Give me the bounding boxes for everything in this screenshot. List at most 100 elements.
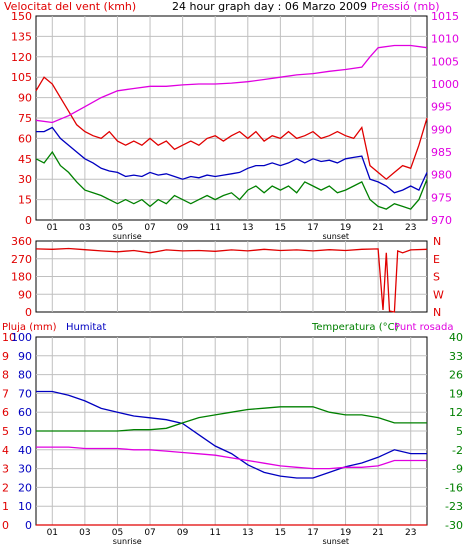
direction-panel-line (35, 247, 428, 313)
compass-tick-2: S (433, 271, 440, 284)
direction-y-tick-90: 90 (18, 288, 32, 301)
temperature-y-tick-40: 40 (449, 331, 463, 344)
temperature-y-tick--9: -9 (452, 463, 463, 476)
humidity-y-tick-10: 10 (18, 500, 32, 513)
temperature-y-tick-33: 33 (449, 350, 463, 363)
wind-panel-x-tick-23: 23 (405, 223, 416, 233)
compass-tick-4: N (433, 235, 441, 248)
humidity-y-tick-30: 30 (18, 463, 32, 476)
rain-y-tick-0: 0 (2, 519, 9, 532)
wind-speed-y-tick-60: 60 (18, 132, 32, 145)
rain-y-tick-2: 2 (2, 481, 9, 494)
wind-panel-sunset-label: sunset (322, 232, 349, 241)
wind-panel-x-tick-03: 03 (79, 223, 90, 233)
compass-tick-0: N (433, 306, 441, 319)
wind-panel-x-tick-15: 15 (275, 223, 286, 233)
wind-panel-x-tick-07: 07 (144, 223, 155, 233)
compass-tick-1: W (433, 288, 444, 301)
climate-panel-x-tick-09: 09 (177, 528, 189, 538)
rain-y-tick-4: 4 (2, 444, 9, 457)
dew-point-axis-title: Punt rosada (394, 322, 453, 333)
wind-panel-line-magenta (35, 44, 428, 124)
temperature-y-tick-12: 12 (449, 406, 463, 419)
wind-speed-y-tick-75: 75 (18, 112, 32, 125)
temperature-y-tick--2: -2 (452, 444, 463, 457)
wind-panel-x-tick-09: 09 (177, 223, 189, 233)
pressure-y-tick-1010: 1010 (431, 33, 459, 46)
pressure-axis-title: Pressió (mb) (371, 0, 440, 13)
wind-panel-line-green (35, 150, 428, 210)
rain-y-tick-1: 1 (2, 500, 9, 513)
climate-panel-x-tick-11: 11 (209, 528, 220, 538)
chart-title: 24 hour graph day : 06 Marzo 2009 (172, 0, 367, 13)
wind-panel-x-tick-21: 21 (372, 223, 383, 233)
direction-y-tick-270: 270 (11, 253, 32, 266)
pressure-y-tick-980: 980 (431, 169, 452, 182)
rain-y-tick-3: 3 (2, 463, 9, 476)
humidity-y-tick-70: 70 (18, 387, 32, 400)
rain-y-tick-5: 5 (2, 425, 9, 438)
humidity-y-tick-80: 80 (18, 369, 32, 382)
wind-panel-line-red (35, 76, 428, 181)
rain-y-tick-10: 10 (2, 331, 16, 344)
climate-panel-x-tick-17: 17 (307, 528, 318, 538)
climate-panel-x-tick-19: 19 (340, 528, 352, 538)
direction-y-tick-0: 0 (25, 306, 32, 319)
humidity-y-tick-100: 100 (11, 331, 32, 344)
climate-panel-sunrise-label: sunrise (113, 537, 142, 546)
pressure-y-tick-985: 985 (431, 146, 452, 159)
pressure-y-tick-1000: 1000 (431, 78, 459, 91)
wind-speed-axis-title: Velocitat del vent (kmh) (4, 0, 136, 13)
climate-panel-x-tick-05: 05 (112, 528, 123, 538)
humidity-y-tick-90: 90 (18, 350, 32, 363)
temperature-y-tick-5: 5 (456, 425, 463, 438)
wind-speed-y-tick-0: 0 (25, 214, 32, 227)
wind-speed-y-tick-105: 105 (11, 71, 32, 84)
pressure-y-tick-1015: 1015 (431, 10, 459, 23)
wind-panel-x-tick-17: 17 (307, 223, 318, 233)
rain-y-tick-8: 8 (2, 369, 9, 382)
climate-panel-x-tick-03: 03 (79, 528, 90, 538)
wind-speed-y-tick-90: 90 (18, 92, 32, 105)
direction-y-tick-180: 180 (11, 271, 32, 284)
direction-y-tick-360: 360 (11, 235, 32, 248)
climate-panel-line-magenta (36, 446, 427, 470)
wind-speed-y-tick-30: 30 (18, 173, 32, 186)
wind-speed-y-tick-15: 15 (18, 194, 32, 207)
wind-speed-y-tick-150: 150 (11, 10, 32, 23)
humidity-axis-title: Humitat (66, 322, 106, 333)
wind-panel-x-tick-05: 05 (112, 223, 123, 233)
wind-panel-x-tick-19: 19 (340, 223, 352, 233)
climate-panel-x-tick-07: 07 (144, 528, 155, 538)
temperature-y-tick--30: -30 (445, 519, 463, 532)
pressure-y-tick-975: 975 (431, 191, 452, 204)
wind-speed-y-tick-45: 45 (18, 153, 32, 166)
humidity-y-tick-50: 50 (18, 425, 32, 438)
rain-y-tick-9: 9 (2, 350, 9, 363)
wind-speed-y-tick-135: 135 (11, 30, 32, 43)
temperature-y-tick--23: -23 (445, 500, 463, 513)
temperature-y-tick--16: -16 (445, 481, 463, 494)
temperature-y-tick-19: 19 (449, 387, 463, 400)
compass-tick-3: E (433, 253, 440, 266)
climate-panel-x-tick-21: 21 (372, 528, 383, 538)
temperature-axis-title: Temperatura (°C) (311, 322, 399, 333)
rain-y-tick-7: 7 (2, 387, 9, 400)
wind-panel-sunrise-label: sunrise (113, 232, 142, 241)
pressure-y-tick-1005: 1005 (431, 55, 459, 68)
climate-panel-sunset-label: sunset (322, 537, 349, 546)
pressure-y-tick-995: 995 (431, 101, 452, 114)
wind-speed-y-tick-120: 120 (11, 51, 32, 64)
humidity-y-tick-40: 40 (18, 444, 32, 457)
pressure-y-tick-970: 970 (431, 214, 452, 227)
wind-panel-x-tick-01: 01 (47, 223, 58, 233)
wind-panel-x-tick-13: 13 (242, 223, 253, 233)
temperature-y-tick-26: 26 (449, 369, 463, 382)
climate-panel-line-blue (36, 390, 427, 479)
climate-panel-x-tick-13: 13 (242, 528, 253, 538)
rain-axis-title: Pluja (mm) (2, 322, 57, 333)
climate-panel-x-tick-01: 01 (47, 528, 58, 538)
humidity-y-tick-0: 0 (25, 519, 32, 532)
rain-y-tick-6: 6 (2, 406, 9, 419)
